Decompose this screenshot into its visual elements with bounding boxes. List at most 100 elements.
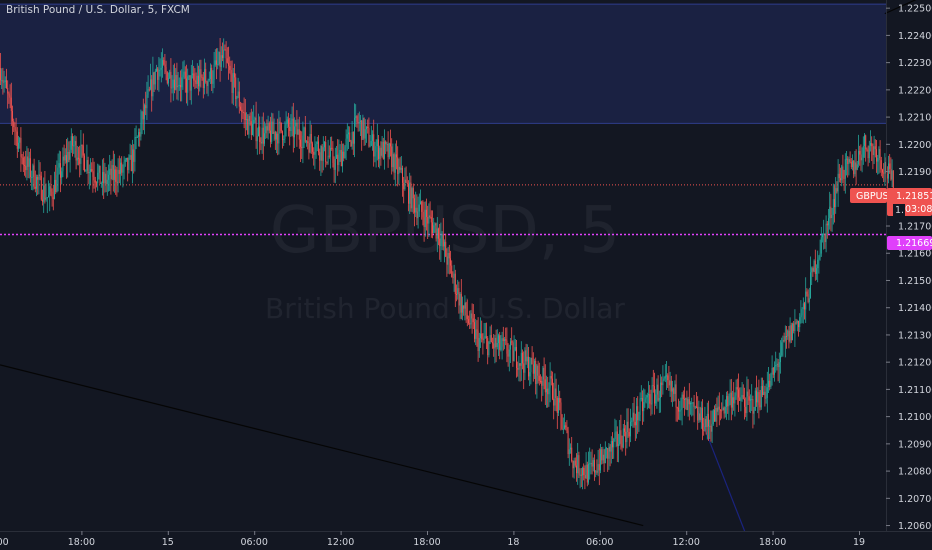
candle-body: [582, 467, 583, 476]
candle-body: [253, 120, 255, 125]
candle-body: [877, 157, 879, 162]
candle-body: [195, 80, 197, 84]
candle-body: [571, 447, 573, 461]
candle-body: [58, 163, 60, 168]
candle-body: [882, 169, 883, 173]
candle-body: [370, 140, 372, 146]
candle-body: [636, 406, 637, 426]
candle-body: [85, 170, 87, 172]
candle-body: [331, 147, 333, 149]
candle-body: [70, 136, 72, 150]
candle-body: [168, 78, 169, 84]
candle-body: [90, 169, 91, 172]
candle-body: [194, 80, 196, 82]
candle-body: [721, 410, 723, 412]
candle-body: [651, 385, 653, 405]
candle-body: [657, 384, 659, 401]
candle-body: [254, 117, 256, 121]
candle-body: [531, 357, 533, 365]
candle-body: [273, 131, 275, 134]
candle-body: [159, 69, 161, 71]
time-axis: 12:00 18:00 15 06:00 12:00 18:00 18 06:00 12:00 1…: [0, 531, 932, 548]
candle-body: [314, 152, 316, 155]
candle-body: [806, 291, 808, 295]
candle-body: [866, 149, 868, 151]
candle-body: [646, 395, 648, 398]
candle-body: [820, 237, 822, 254]
candle-body: [458, 288, 460, 306]
candle-body: [494, 337, 496, 349]
candle-body: [730, 392, 732, 408]
candle-body: [572, 460, 574, 469]
candle-body: [105, 173, 107, 185]
candle-body: [750, 399, 751, 401]
candle-body: [86, 160, 88, 171]
candle-body: [579, 474, 581, 476]
candle-body: [722, 407, 724, 411]
time-tick-label: 15: [162, 537, 174, 548]
candle-body: [362, 118, 364, 140]
candle-body: [27, 156, 29, 167]
candle-body: [346, 134, 348, 139]
candle-body: [597, 464, 599, 473]
candle-body: [680, 409, 682, 411]
candle-body: [789, 325, 791, 342]
candle-body: [25, 165, 27, 171]
drawing-lines: [0, 0, 917, 532]
candle-body: [207, 80, 209, 86]
candle-body: [30, 158, 31, 178]
candle-body: [334, 158, 336, 170]
candle-body: [75, 141, 77, 161]
candle-body: [16, 131, 18, 149]
candle-body: [452, 277, 454, 279]
candle-body: [433, 225, 435, 234]
candle-body: [715, 407, 717, 422]
candle-body: [476, 329, 478, 331]
candle-body: [398, 166, 400, 175]
candle-body: [84, 155, 85, 171]
candle-body: [477, 330, 479, 351]
candle-body: [51, 191, 53, 198]
candle-body: [768, 380, 769, 388]
candle-body: [825, 223, 827, 243]
candle-body: [589, 463, 591, 465]
candle-body: [244, 112, 246, 121]
candle-body: [291, 118, 293, 121]
candle-body: [697, 406, 699, 421]
candle-body: [808, 298, 810, 303]
candle-body: [38, 174, 40, 180]
candle-body: [590, 462, 592, 464]
candle-body: [2, 80, 4, 83]
candle-body: [13, 121, 15, 128]
candle-body: [580, 474, 582, 476]
candle-body: [626, 421, 628, 443]
candle-body: [298, 129, 300, 140]
candle-body: [212, 80, 214, 84]
candle-body: [414, 198, 415, 213]
resistance-zone[interactable]: [0, 4, 886, 124]
candle-body: [164, 64, 166, 68]
candle-body: [890, 168, 892, 180]
candle-body: [226, 58, 228, 63]
candle-body: [409, 182, 411, 204]
candle-body: [688, 399, 690, 405]
price-tick-label: 1.21400: [898, 303, 932, 314]
candle-body: [252, 124, 253, 135]
candle-body: [204, 69, 205, 89]
magenta-price-value: 1.21669: [896, 238, 932, 249]
candle-body: [787, 330, 789, 337]
candle-body: [55, 179, 57, 192]
candle-body: [259, 126, 261, 142]
symbol-tag[interactable]: [850, 188, 887, 203]
candle-body: [180, 84, 181, 88]
candle-body: [786, 336, 787, 338]
candle-body: [249, 116, 251, 122]
candle-body: [415, 207, 417, 213]
candle-body: [734, 395, 736, 404]
candle-body: [420, 201, 421, 205]
magenta-price-tag[interactable]: [887, 236, 932, 250]
candle-body: [577, 455, 579, 474]
candle-body: [490, 335, 492, 343]
